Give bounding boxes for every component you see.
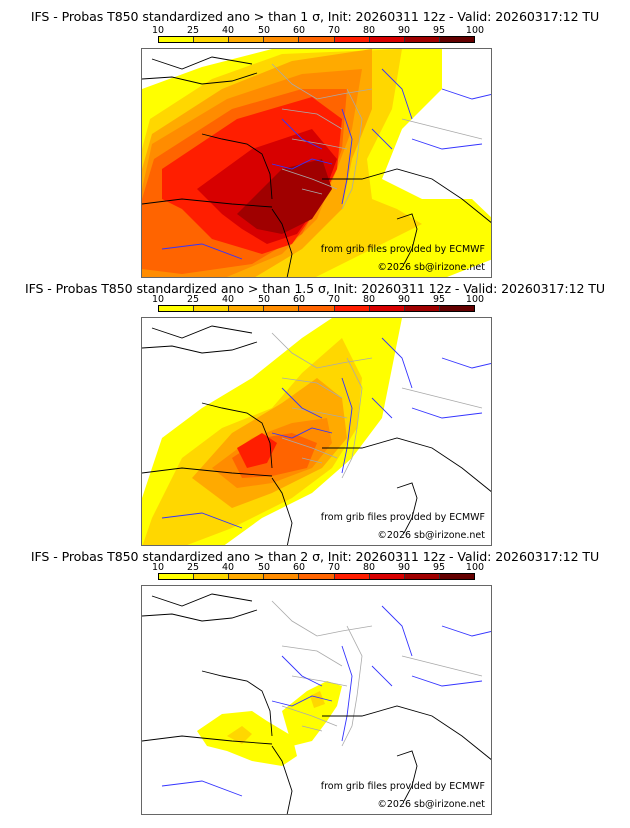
- colorbar-segment: [299, 574, 335, 579]
- colorbar-tick: 40: [221, 294, 235, 305]
- colorbar-tick: 70: [327, 562, 341, 573]
- colorbar-segment: [194, 574, 230, 579]
- colorbar-tick: 80: [362, 562, 376, 573]
- colorbar-tick: 70: [327, 25, 341, 36]
- colorbar: [158, 573, 475, 580]
- probability-contour: [237, 433, 277, 468]
- colorbar-tick: 95: [432, 562, 446, 573]
- map-panel-1: IFS - Probas T850 standardized ano > tha…: [0, 0, 630, 280]
- colorbar-segment: [229, 37, 265, 42]
- probability-contour: [227, 726, 252, 744]
- colorbar-segment: [404, 37, 440, 42]
- river-lines: [161, 605, 491, 797]
- panel-title: IFS - Probas T850 standardized ano > tha…: [30, 9, 600, 24]
- river-lines: [161, 337, 491, 529]
- colorbar-segment: [229, 306, 265, 311]
- colorbar-segment: [194, 37, 230, 42]
- probability-contour: [282, 681, 342, 746]
- border-lines: [271, 63, 483, 210]
- colorbar-tick: 90: [397, 25, 411, 36]
- colorbar-tick: 50: [257, 562, 271, 573]
- colorbar-segment: [334, 574, 370, 579]
- colorbar-segment: [334, 37, 370, 42]
- copyright: ©2026 sb@irizone.net: [377, 530, 485, 541]
- colorbar-tick: 50: [257, 25, 271, 36]
- geography-lines: [142, 56, 491, 277]
- colorbar-segment: [159, 574, 195, 579]
- colorbar-segment: [439, 574, 474, 579]
- colorbar-segment: [369, 306, 405, 311]
- colorbar: [158, 36, 475, 43]
- colorbar-tick: 80: [362, 294, 376, 305]
- colorbar-segment: [439, 306, 474, 311]
- colorbar: [158, 305, 475, 312]
- colorbar-tick: 70: [327, 294, 341, 305]
- colorbar-tick: 100: [465, 25, 485, 36]
- colorbar-segment: [439, 37, 474, 42]
- colorbar-segment: [299, 306, 335, 311]
- colorbar-tick: 60: [292, 294, 306, 305]
- colorbar-segment: [264, 574, 300, 579]
- probability-contour: [310, 691, 325, 708]
- colorbar-tick: 10: [151, 562, 165, 573]
- colorbar-tick: 40: [221, 562, 235, 573]
- probability-map: from grib files provided by ECMWF ©2026 …: [141, 585, 492, 815]
- colorbar-tick: 25: [186, 294, 200, 305]
- copyright: ©2026 sb@irizone.net: [377, 799, 485, 810]
- colorbar-tick: 10: [151, 25, 165, 36]
- colorbar-segment: [159, 37, 195, 42]
- border-lines: [271, 600, 483, 747]
- colorbar-segment: [369, 574, 405, 579]
- probability-field: [142, 49, 491, 277]
- source-credit: from grib files provided by ECMWF: [320, 244, 485, 255]
- panel-title: IFS - Probas T850 standardized ano > tha…: [30, 549, 600, 564]
- panel-title: IFS - Probas T850 standardized ano > tha…: [24, 281, 606, 296]
- coastline: [142, 56, 491, 277]
- colorbar-segment: [299, 37, 335, 42]
- colorbar-segment: [404, 574, 440, 579]
- colorbar-tick: 60: [292, 25, 306, 36]
- colorbar-segment: [264, 37, 300, 42]
- colorbar-tick: 25: [186, 562, 200, 573]
- geography-lines: [142, 325, 491, 545]
- river-lines: [161, 68, 491, 260]
- colorbar-segment: [194, 306, 230, 311]
- colorbar-segment: [264, 306, 300, 311]
- colorbar-tick: 95: [432, 294, 446, 305]
- source-credit: from grib files provided by ECMWF: [320, 781, 485, 792]
- colorbar-tick: 90: [397, 562, 411, 573]
- colorbar-tick: 10: [151, 294, 165, 305]
- colorbar-tick: 100: [465, 562, 485, 573]
- source-credit: from grib files provided by ECMWF: [320, 512, 485, 523]
- probability-map: from grib files provided by ECMWF ©2026 …: [141, 48, 492, 278]
- coastline: [142, 325, 491, 545]
- colorbar-segment: [334, 306, 370, 311]
- probability-map: from grib files provided by ECMWF ©2026 …: [141, 317, 492, 546]
- border-lines: [271, 332, 483, 479]
- colorbar-tick: 50: [257, 294, 271, 305]
- colorbar-tick: 90: [397, 294, 411, 305]
- colorbar-tick: 100: [465, 294, 485, 305]
- colorbar-tick: 95: [432, 25, 446, 36]
- probability-field: [197, 681, 342, 766]
- colorbar-segment: [404, 306, 440, 311]
- map-panel-2: IFS - Probas T850 standardized ano > tha…: [24, 281, 606, 546]
- colorbar-segment: [369, 37, 405, 42]
- colorbar-segment: [229, 574, 265, 579]
- colorbar-tick: 60: [292, 562, 306, 573]
- geography-lines: [142, 593, 491, 814]
- colorbar-tick: 25: [186, 25, 200, 36]
- copyright: ©2026 sb@irizone.net: [377, 262, 485, 273]
- colorbar-tick: 80: [362, 25, 376, 36]
- colorbar-tick: 40: [221, 25, 235, 36]
- coastline: [142, 593, 491, 814]
- colorbar-segment: [159, 306, 195, 311]
